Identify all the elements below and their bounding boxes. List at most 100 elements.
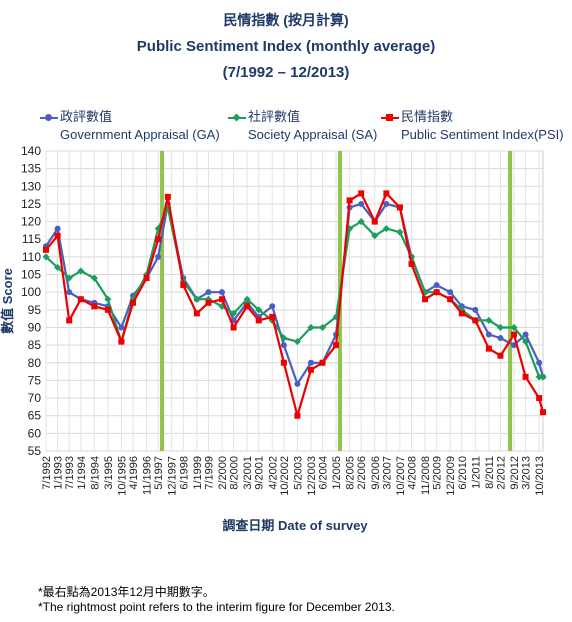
y-tick-label: 125	[21, 197, 41, 211]
y-tick-label: 130	[21, 179, 41, 193]
x-tick-label: 8/2000	[229, 456, 241, 490]
data-point	[104, 295, 112, 303]
data-point	[539, 373, 547, 381]
y-tick-label: 90	[28, 320, 42, 334]
data-point	[433, 282, 440, 289]
legend-label-psi-zh: 民情指數	[401, 109, 454, 124]
data-point	[458, 310, 465, 317]
data-point	[118, 324, 125, 331]
data-point	[307, 366, 314, 373]
y-tick-label: 80	[28, 356, 42, 370]
data-point	[485, 345, 492, 352]
x-tick-label: 2/2006	[356, 456, 368, 490]
x-tick-label: 6/2004	[318, 456, 330, 490]
data-point	[77, 267, 85, 275]
data-point	[54, 232, 61, 239]
chart-date-range: (7/1992 – 12/2013)	[222, 64, 350, 81]
x-tick-label: 4/2008	[406, 456, 418, 490]
x-tick-label: 11/1996	[142, 456, 154, 495]
x-tick-label: 1/1999	[192, 456, 204, 490]
y-tick-label: 85	[28, 338, 42, 352]
y-axis-label: 數值 Score	[0, 268, 15, 334]
x-tick-label: 3/1995	[103, 456, 115, 490]
data-point	[164, 193, 171, 200]
data-point	[319, 359, 326, 366]
y-tick-label: 105	[21, 268, 41, 282]
x-tick-label: 8/2005	[345, 456, 357, 490]
data-point	[218, 289, 225, 296]
data-point	[485, 316, 493, 324]
data-point	[65, 274, 73, 282]
data-point	[143, 275, 150, 282]
data-point	[472, 317, 479, 324]
x-tick-label: 3/2007	[381, 456, 393, 490]
data-point	[358, 200, 365, 207]
x-axis-label: 調查日期 Date of survey	[222, 518, 368, 533]
data-point	[383, 190, 390, 197]
data-point	[371, 218, 378, 225]
x-tick-label: 8/1994	[89, 456, 101, 490]
data-point	[42, 253, 50, 261]
legend-label-ga-en: Government Appraisal (GA)	[60, 127, 220, 142]
data-point	[433, 289, 440, 296]
x-tick-label: 6/1998	[178, 456, 190, 490]
data-point	[77, 296, 84, 303]
data-point	[104, 306, 111, 313]
data-point	[422, 296, 429, 303]
data-point	[447, 296, 454, 303]
data-point	[130, 299, 137, 306]
data-point	[307, 323, 315, 332]
data-point	[510, 331, 517, 338]
x-tick-label: 10/2002	[279, 456, 291, 496]
chart-legend: 政評數值 Government Appraisal (GA) 社評數值 Soci…	[0, 108, 572, 144]
x-tick-label: 10/2007	[395, 456, 407, 496]
y-tick-label: 100	[21, 285, 41, 299]
x-tick-label: 7/1993	[64, 456, 76, 490]
data-point	[319, 323, 327, 332]
y-tick-label: 65	[28, 409, 42, 423]
data-point	[307, 359, 314, 366]
data-point	[333, 342, 340, 349]
x-tick-label: 6/2010	[457, 456, 469, 490]
x-tick-label: 2/2000	[217, 456, 229, 490]
data-point	[496, 323, 504, 332]
data-point	[510, 323, 518, 332]
event-marker-line	[160, 151, 165, 451]
data-point	[118, 338, 125, 345]
y-tick-label: 135	[21, 162, 41, 176]
data-point	[280, 359, 287, 366]
data-point	[66, 317, 73, 324]
data-point	[294, 412, 301, 419]
x-tick-label: 5/2009	[432, 456, 444, 490]
data-point	[43, 246, 49, 253]
y-tick-label: 120	[21, 215, 41, 229]
data-point	[383, 200, 390, 207]
legend-item-psi[interactable]: 民情指數 Public Sentiment Index(PSI)	[381, 108, 564, 144]
legend-marker-sa-icon	[228, 113, 246, 123]
legend-item-ga[interactable]: 政評數值 Government Appraisal (GA)	[40, 108, 220, 144]
data-point	[535, 373, 543, 381]
x-tick-label: 10/1995	[116, 456, 128, 496]
data-point	[193, 310, 200, 317]
x-tick-label: 1/2011	[470, 456, 482, 489]
x-tick-label: 12/2009	[445, 456, 457, 496]
legend-item-sa[interactable]: 社評數值 Society Appraisal (SA)	[228, 108, 377, 144]
legend-marker-ga-icon	[40, 113, 58, 123]
x-tick-label: 12/2003	[306, 456, 318, 496]
data-point	[371, 232, 379, 240]
data-point	[255, 306, 263, 314]
x-tick-label: 2/2012	[495, 456, 507, 490]
data-point	[91, 303, 98, 310]
data-point	[497, 335, 504, 342]
y-tick-label: 70	[28, 391, 42, 405]
data-point	[243, 295, 251, 303]
legend-marker-psi-icon	[381, 113, 399, 123]
data-point	[396, 204, 403, 211]
y-tick-label: 115	[22, 232, 41, 246]
data-point	[294, 380, 301, 387]
data-point	[485, 331, 492, 338]
footnote-chinese: *最右點為2013年12月中期數字。	[38, 585, 215, 599]
data-point	[358, 190, 365, 197]
data-point	[66, 289, 73, 296]
data-point	[230, 309, 238, 317]
